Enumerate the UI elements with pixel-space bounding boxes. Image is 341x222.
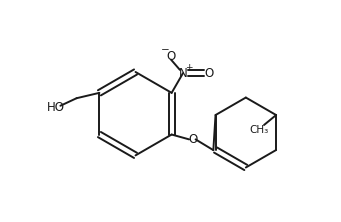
Text: HO: HO [47,101,65,114]
Text: O: O [166,50,176,63]
Text: −: − [161,45,170,55]
Text: O: O [189,133,198,146]
Text: CH₃: CH₃ [249,125,268,135]
Text: N: N [179,67,188,79]
Text: +: + [185,63,193,72]
Text: O: O [204,67,213,79]
